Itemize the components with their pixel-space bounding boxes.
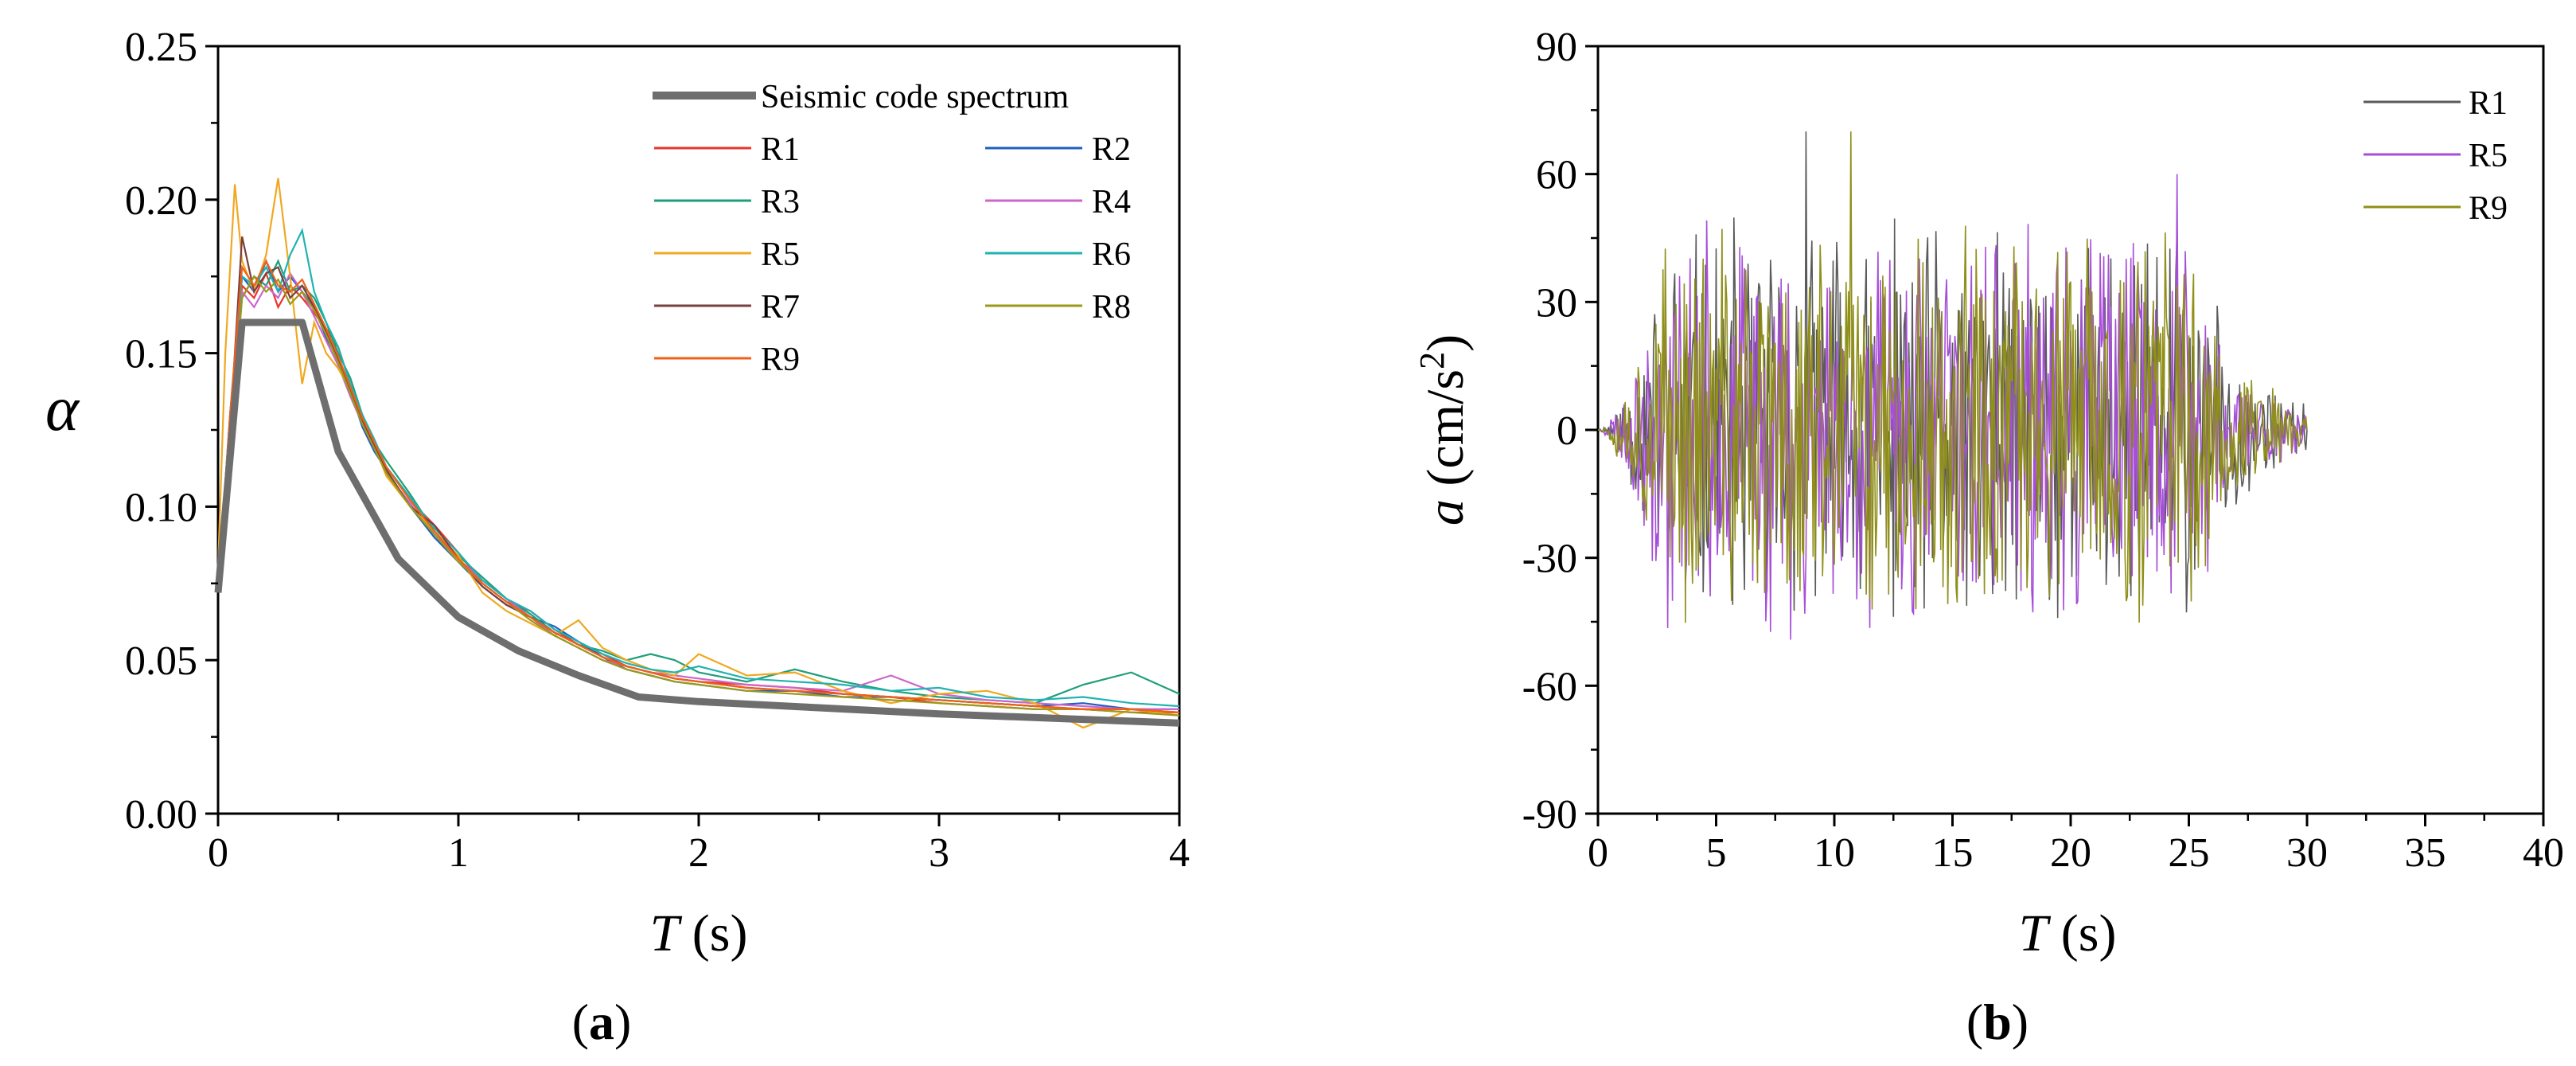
panel-a-x-tick-label-2: 2 (688, 830, 709, 876)
panel-a-y-tick-label-0-15: 0.15 (125, 332, 197, 377)
panel-b-label: (b) (1966, 994, 2028, 1050)
panel-b-y-axis-title: a (cm/s2) (1413, 334, 1475, 525)
panel-a-y-tick-label-0-05: 0.05 (125, 638, 197, 684)
panel-a-y-tick-label-0-00: 0.00 (125, 792, 197, 838)
panel-a-series-group (214, 178, 1180, 729)
legend-label-r4: R4 (1092, 184, 1131, 221)
legend-label-seismic-code-spectrum: Seismic code spectrum (761, 79, 1070, 115)
legend-label-r1: R1 (761, 131, 800, 168)
panel-b-x-tick-label-10: 10 (1814, 830, 1855, 876)
panel-b-y-tick-label-30: 30 (1536, 280, 1577, 326)
panel-a-x-axis-title: T (s) (650, 904, 748, 963)
series-line-r5 (216, 178, 1180, 729)
panel-a-x-tick-label-0: 0 (208, 830, 228, 876)
panel-b-x-tick-label-15: 15 (1932, 830, 1974, 876)
legend-label-r3: R3 (761, 184, 800, 221)
series-line-r2 (216, 258, 1179, 710)
panel-a-y-tick-label-0-20: 0.20 (125, 178, 197, 224)
legend-label-r5: R5 (761, 236, 800, 273)
legend-label-r9: R9 (2469, 190, 2508, 227)
panel-b-acceleration-time-history-chart: 0 5 10 15 20 25 30 35 40 -90 -60 -30 0 30 60 90 a (cm/s… (1413, 25, 2565, 1050)
panel-b-x-tick-label-0: 0 (1588, 830, 1608, 876)
legend-label-r1: R1 (2469, 85, 2508, 122)
panel-b-series-group (1597, 131, 2308, 640)
series-line-r3 (216, 259, 1180, 705)
legend-label-r6: R6 (1092, 236, 1131, 273)
panel-a-x-tick-label-3: 3 (929, 830, 949, 876)
panel-b-y-tick-label-90: 90 (1536, 25, 1577, 70)
legend-label-r8: R8 (1092, 289, 1131, 326)
series-line-seismic-code-spectrum (214, 318, 1180, 727)
legend-label-r9: R9 (761, 342, 800, 378)
series-line-r1 (1597, 131, 2308, 619)
panel-b-y-tick-label-60: 60 (1536, 153, 1577, 198)
series-line-r6 (216, 227, 1180, 708)
series-line-r9 (216, 259, 1180, 713)
panel-b-axes: 0 5 10 15 20 25 30 35 40 -90 -60 -30 0 30 60 90 (1522, 25, 2564, 876)
panel-a-legend: Seismic code spectrum R1 R2 R3 R4 R5 R6 R7 R8 R9 (653, 79, 1131, 378)
panel-b-x-axis-title: T (s) (2019, 904, 2117, 963)
panel-b-y-tick-label-30: -30 (1522, 537, 1577, 582)
panel-a-x-axis-symbol: T (650, 904, 683, 963)
legend-label-r7: R7 (761, 289, 800, 326)
panel-b-x-tick-label-20: 20 (2050, 830, 2091, 876)
panel-b-x-tick-label-5: 5 (1706, 830, 1727, 876)
legend-label-r2: R2 (1092, 131, 1131, 168)
panel-a-label: (a) (572, 994, 632, 1050)
panel-a-x-axis-unit: (s) (679, 904, 747, 963)
panel-a-y-tick-label-0-25: 0.25 (125, 25, 197, 70)
panel-a-x-tick-label-4: 4 (1169, 830, 1190, 876)
legend-label-r5: R5 (2469, 138, 2508, 174)
panel-a-response-spectrum-chart: 0 1 2 3 4 0.00 0.05 0.10 0.15 0.20 0.25 α T (s) Se… (45, 25, 1190, 1050)
panel-b-x-tick-label-25: 25 (2169, 830, 2210, 876)
series-line-r5 (1597, 174, 2308, 640)
series-line-r9 (1597, 131, 2308, 623)
panel-b-y-tick-label-90: -90 (1522, 792, 1577, 838)
panel-a-x-tick-label-1: 1 (448, 830, 469, 876)
panel-a-y-axis-title: α (45, 374, 80, 444)
panel-b-x-tick-label-30: 30 (2286, 830, 2328, 876)
series-line-r7 (216, 236, 1180, 713)
panel-b-x-tick-label-40: 40 (2523, 830, 2564, 876)
panel-a-axes: 0 1 2 3 4 0.00 0.05 0.10 0.15 0.20 0.25 (125, 25, 1190, 876)
panel-a-y-tick-label-0-10: 0.10 (125, 485, 197, 530)
panel-b-y-tick-label-0: 0 (1557, 408, 1577, 454)
panel-b-x-tick-label-35: 35 (2405, 830, 2446, 876)
panel-b-y-tick-label-60: -60 (1522, 664, 1577, 709)
panel-b-legend: R1 R5 R9 (2364, 85, 2508, 227)
